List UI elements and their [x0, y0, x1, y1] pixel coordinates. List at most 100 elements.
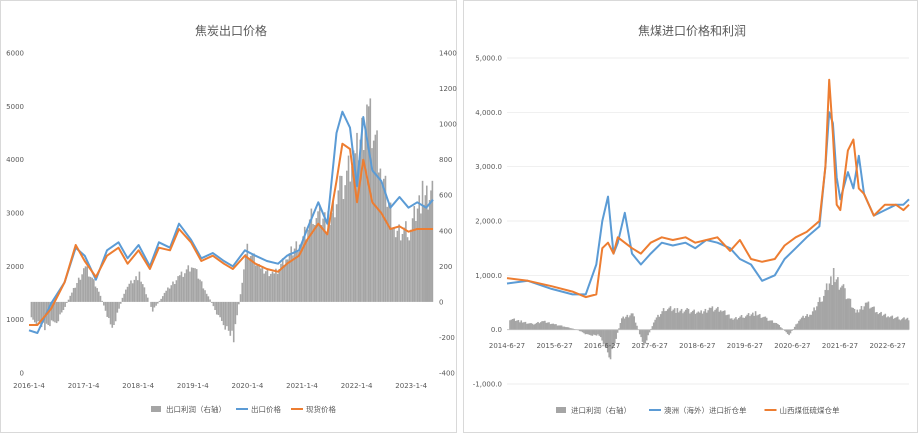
bar-0: [177, 276, 179, 302]
bar-0: [850, 299, 852, 330]
bar-0: [540, 322, 542, 329]
bar-0: [668, 308, 670, 330]
chart-title: 焦炭出口价格: [195, 23, 267, 38]
bar-0: [627, 315, 629, 330]
bar-0: [297, 252, 299, 302]
bar-0: [123, 294, 125, 302]
bar-0: [721, 312, 723, 330]
bar-0: [695, 314, 697, 330]
bar-0: [543, 321, 545, 330]
bar-0: [268, 276, 270, 302]
bar-0: [848, 298, 850, 329]
bar-0: [689, 314, 691, 330]
bar-0: [731, 318, 733, 329]
bar-0: [822, 301, 824, 329]
bar-0: [68, 300, 70, 302]
bar-0: [735, 317, 737, 330]
bar-0: [819, 297, 821, 329]
bar-0: [728, 314, 730, 329]
bar-0: [827, 290, 829, 330]
bar-0: [725, 315, 727, 330]
bar-0: [628, 317, 630, 329]
bar-0: [526, 324, 528, 330]
bar-0: [763, 317, 765, 330]
bar-0: [162, 296, 164, 302]
bar-0: [238, 302, 240, 304]
bar-0: [755, 311, 757, 330]
bar-0: [815, 310, 817, 329]
bar-0: [812, 311, 814, 329]
bar-0: [639, 330, 641, 335]
bar-0: [586, 330, 588, 334]
x-tick-label: 2015-6-27: [536, 342, 572, 350]
bar-0: [383, 179, 385, 302]
bar-0: [633, 316, 635, 329]
bar-0: [294, 249, 296, 302]
bar-0: [152, 302, 154, 312]
bar-0: [331, 213, 333, 302]
bar-0: [413, 206, 415, 302]
bar-0: [191, 267, 193, 301]
bar-0: [96, 288, 98, 302]
bar-0: [851, 307, 853, 329]
series-line-1: [507, 112, 909, 294]
bar-0: [56, 302, 58, 323]
bar-0: [402, 234, 404, 302]
bar-0: [98, 292, 100, 302]
bar-0: [600, 330, 602, 337]
y-tick-label: 1000: [6, 316, 24, 324]
bar-0: [363, 150, 365, 302]
bar-0: [117, 302, 119, 313]
x-tick-label: 2019-6-27: [727, 342, 763, 350]
bar-0: [265, 271, 267, 302]
bar-0: [744, 318, 746, 330]
bar-0: [594, 330, 596, 335]
bar-0: [583, 330, 585, 334]
bar-0: [716, 308, 718, 329]
bar-0: [762, 317, 764, 329]
bar-0: [865, 303, 867, 330]
bar-0: [351, 166, 353, 302]
bar-0: [373, 141, 375, 302]
bar-0: [147, 298, 149, 302]
bar-0: [829, 283, 831, 329]
bar-0: [831, 285, 833, 330]
bar-0: [83, 268, 85, 302]
bar-0: [800, 319, 802, 329]
bar-0: [552, 324, 554, 330]
bar-0: [769, 321, 771, 330]
bar-0: [165, 291, 167, 302]
x-tick-label: 2018-1-4: [122, 382, 154, 390]
bar-0: [830, 276, 832, 329]
y-right-tick-label: 200: [439, 263, 452, 271]
bar-0: [855, 313, 857, 330]
bar-0: [908, 320, 910, 329]
bar-0: [134, 280, 136, 302]
bar-0: [684, 312, 686, 330]
bar-0: [700, 310, 702, 329]
bar-0: [282, 258, 284, 302]
bar-0: [632, 313, 634, 329]
bar-0: [398, 224, 400, 302]
bar-0: [219, 302, 221, 317]
coking-coal-import-chart: 焦煤进口价格和利润-1,000.00.01,000.02,000.03,000.…: [464, 1, 918, 434]
bar-0: [132, 283, 134, 302]
bar-0: [746, 315, 748, 330]
bar-0: [515, 321, 517, 330]
bar-0: [824, 290, 826, 330]
bar-0: [267, 269, 269, 302]
bar-0: [381, 183, 383, 302]
bar-0: [157, 302, 159, 304]
bar-0: [897, 317, 899, 330]
legend-label-1: 出口价格: [251, 404, 281, 414]
bar-0: [292, 255, 294, 302]
bar-0: [213, 302, 215, 306]
bar-0: [562, 327, 564, 330]
bar-0: [776, 323, 778, 330]
bar-0: [423, 205, 425, 302]
bar-0: [181, 272, 183, 302]
bar-0: [258, 264, 260, 302]
bar-0: [518, 320, 520, 330]
bar-0: [561, 325, 563, 329]
bar-0: [889, 317, 891, 329]
